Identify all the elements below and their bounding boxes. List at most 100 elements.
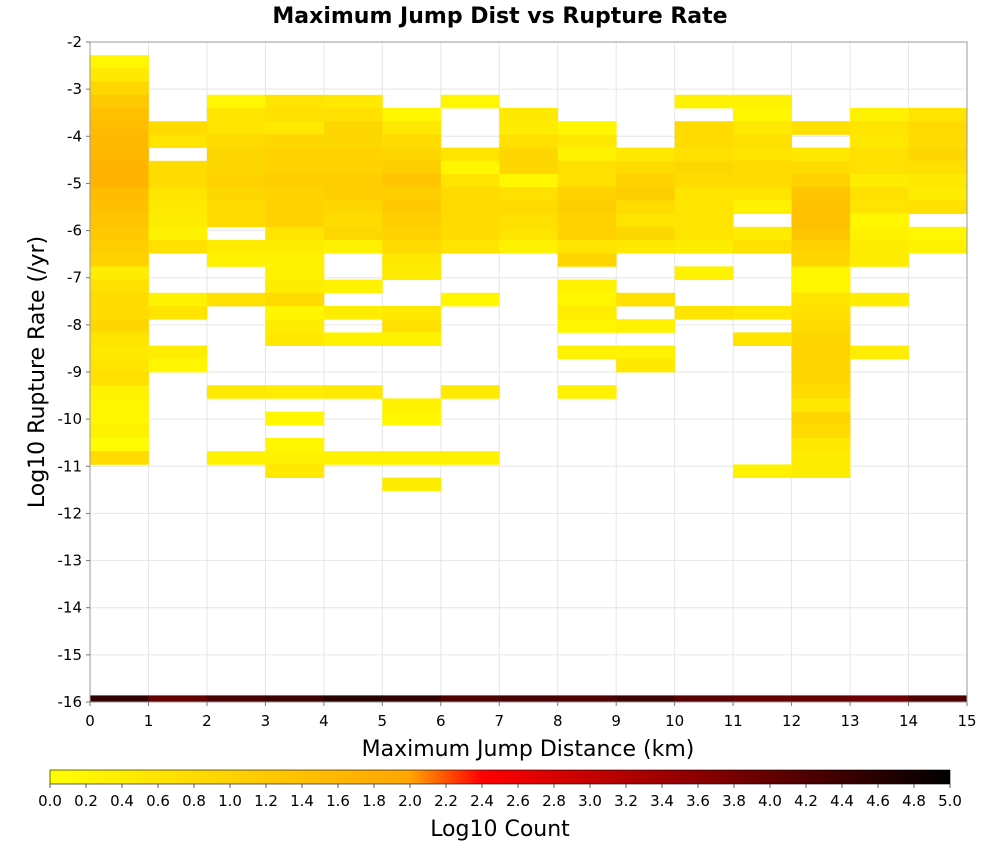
heatmap-cells — [90, 55, 968, 702]
heatmap-cell — [265, 108, 325, 122]
heatmap-cell — [265, 451, 325, 465]
y-tick-label: -15 — [58, 646, 83, 664]
heatmap-cell — [791, 200, 851, 214]
heatmap-cell — [791, 398, 851, 412]
heatmap-cell — [323, 134, 383, 148]
heatmap-cell — [206, 253, 266, 267]
heatmap-cell — [733, 174, 792, 188]
heatmap-cell — [850, 345, 909, 360]
x-tick-label: 12 — [782, 712, 801, 730]
x-tick-label: 7 — [494, 712, 504, 730]
heatmap-cell — [499, 187, 559, 201]
heatmap-cell — [557, 385, 617, 399]
heatmap-cell — [850, 187, 909, 201]
heatmap-cell — [265, 253, 325, 267]
heatmap-cell — [499, 174, 559, 188]
heatmap-cell — [90, 68, 149, 82]
heatmap-cell — [674, 147, 734, 162]
heatmap-cell-bottom — [733, 695, 792, 702]
x-tick-label: 1 — [144, 712, 154, 730]
heatmap-cell — [265, 147, 325, 162]
y-tick-label: -16 — [58, 693, 83, 711]
colorbar-tick-label: 2.2 — [434, 792, 458, 810]
heatmap-cell — [850, 121, 909, 135]
heatmap-cell — [265, 200, 325, 214]
heatmap-cell-bottom — [908, 695, 968, 702]
heatmap-cell — [206, 213, 266, 228]
x-tick-label: 3 — [261, 712, 271, 730]
heatmap-cell — [148, 226, 208, 241]
heatmap-cell — [323, 160, 383, 175]
heatmap-cell — [850, 174, 909, 188]
heatmap-cell — [791, 147, 851, 162]
heatmap-cell — [850, 160, 909, 175]
colorbar-tick-label: 3.6 — [686, 792, 710, 810]
heatmap-cell — [908, 121, 968, 135]
colorbar-tick-label: 4.6 — [866, 792, 890, 810]
heatmap-cell — [791, 266, 851, 280]
x-tick-label: 0 — [85, 712, 95, 730]
heatmap-cell — [616, 200, 676, 214]
heatmap-cell — [382, 147, 442, 162]
colorbar-tick-label: 5.0 — [938, 792, 962, 810]
heatmap-cell — [499, 108, 559, 122]
heatmap-cell — [382, 411, 442, 426]
heatmap-cell — [616, 345, 676, 360]
heatmap-cell — [557, 200, 617, 214]
heatmap-cell — [206, 121, 266, 135]
colorbar-tick-label: 3.0 — [578, 792, 602, 810]
heatmap-cell — [616, 226, 676, 241]
heatmap-cell — [557, 213, 617, 228]
heatmap-cell — [557, 226, 617, 241]
heatmap-cell — [206, 187, 266, 201]
heatmap-cell — [557, 279, 617, 294]
y-tick-label: -10 — [58, 410, 83, 428]
heatmap-cell — [90, 306, 149, 320]
heatmap-cell — [674, 174, 734, 188]
heatmap-cell — [791, 292, 851, 307]
heatmap-cell — [733, 240, 792, 254]
x-tick-label: 9 — [611, 712, 621, 730]
heatmap-cell — [616, 319, 676, 333]
heatmap-cell — [90, 200, 149, 214]
heatmap-cell — [440, 187, 500, 201]
heatmap-cell — [90, 398, 149, 412]
colorbar-tick-label: 3.8 — [722, 792, 746, 810]
heatmap-cell — [674, 187, 734, 201]
heatmap-cell-bottom — [850, 695, 909, 702]
heatmap-cell — [148, 358, 208, 373]
heatmap-cell — [850, 200, 909, 214]
x-tick-label: 13 — [841, 712, 860, 730]
heatmap-cell — [382, 187, 442, 201]
heatmap-cell — [674, 94, 734, 109]
heatmap-cell — [323, 174, 383, 188]
heatmap-cell-bottom — [90, 695, 149, 702]
heatmap-cell — [90, 372, 149, 386]
heatmap-cell — [791, 411, 851, 426]
heatmap-cell — [557, 253, 617, 267]
heatmap-cell — [557, 187, 617, 201]
colorbar-tick-label: 1.8 — [362, 792, 386, 810]
heatmap-cell — [206, 451, 266, 465]
y-tick-label: -11 — [58, 457, 83, 475]
y-tick-label: -9 — [67, 363, 82, 381]
heatmap-cell — [557, 134, 617, 148]
heatmap-cell — [90, 253, 149, 267]
colorbar-ticks: 0.0 0.2 0.4 0.6 0.8 1.0 1.2 1.4 1.6 1.8 2.0 2.2 2.4 2… — [38, 784, 962, 810]
y-tick-label: -14 — [58, 599, 83, 617]
heatmap-cell-bottom — [499, 695, 559, 702]
heatmap-cell — [382, 398, 442, 412]
heatmap-cell — [499, 134, 559, 148]
heatmap-cell — [499, 121, 559, 135]
colorbar-tick-label: 1.4 — [290, 792, 314, 810]
colorbar-tick-label: 0.0 — [38, 792, 62, 810]
heatmap-cell — [323, 147, 383, 162]
heatmap-cell — [499, 240, 559, 254]
heatmap-cell — [791, 253, 851, 267]
y-axis-label: Log10 Rupture Rate (/yr) — [25, 236, 50, 508]
heatmap-cell — [265, 292, 325, 307]
heatmap-cell — [323, 226, 383, 241]
heatmap-cell — [382, 319, 442, 333]
heatmap-cell — [733, 121, 792, 135]
heatmap-cell — [148, 292, 208, 307]
